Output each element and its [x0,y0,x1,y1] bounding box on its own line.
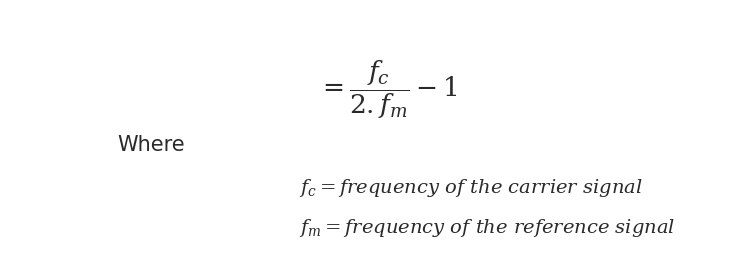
Text: $f_m = \mathit{frequency\ of\ the\ reference\ signal}$: $f_m = \mathit{frequency\ of\ the\ refer… [299,217,675,239]
Text: $f_c = \mathit{frequency\ of\ the\ carrier\ signal}$: $f_c = \mathit{frequency\ of\ the\ carri… [299,177,643,199]
Text: Where: Where [118,135,186,155]
Text: $= \dfrac{f_c}{2.f_m} - 1$: $= \dfrac{f_c}{2.f_m} - 1$ [316,58,458,121]
